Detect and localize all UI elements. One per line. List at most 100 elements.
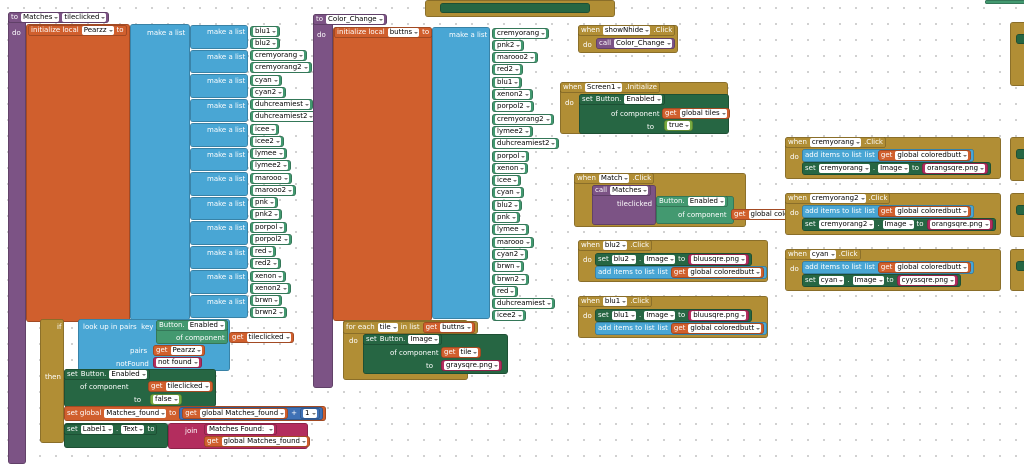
dropdown-field: porpol2 [495, 102, 531, 112]
block-label: to [678, 255, 686, 263]
local-init: initialize local Pearzz to [28, 25, 127, 36]
block-label: list [657, 268, 668, 276]
block-label: list [864, 263, 875, 271]
dropdown-field: Image [644, 255, 676, 264]
dropdown-field: tileclicked [165, 382, 210, 391]
component-item: blu2 [492, 199, 523, 211]
logic-block: false [150, 394, 182, 405]
dropdown-field: red [495, 286, 516, 296]
dropdown-field: not found [156, 358, 199, 367]
setter-block: set cyan. Image to cyyssqre.png [802, 274, 962, 287]
block-label: set [67, 370, 78, 378]
dropdown-field: global coloredbutt [895, 151, 969, 160]
dropdown-field: blu2 [602, 241, 628, 250]
block-label: list [864, 151, 875, 159]
dropdown-field: Matches [610, 186, 649, 195]
block-label: to [426, 362, 434, 370]
block-label: list [657, 324, 668, 332]
component-item: icee2 [492, 310, 526, 322]
make-list-block [190, 172, 248, 196]
dropdown-field: tileclicked [62, 13, 107, 22]
dropdown-field: brwn [495, 262, 522, 272]
text-block: cyyssqre.png [896, 275, 959, 286]
dropdown-field: Color_Change [326, 15, 384, 24]
dropdown-field: cremyorang2 [809, 194, 866, 203]
dropdown-field: buttns [387, 28, 420, 37]
dropdown-field: blu2 [611, 255, 636, 264]
procedure-block [8, 12, 26, 464]
dropdown-field: Image [644, 311, 676, 320]
block-label: make a list [207, 175, 246, 183]
block-label: Button. [379, 335, 406, 343]
block-label: join [185, 427, 198, 435]
dropdown-field: Enabled [109, 370, 147, 379]
dropdown-field: global coloredbutt [895, 207, 969, 216]
block-label: do [790, 153, 799, 161]
component-item: red [492, 285, 519, 297]
block-label: in list [400, 323, 420, 331]
block-label: get [880, 263, 893, 271]
component-item: pnk [250, 197, 278, 208]
block-label: list [864, 207, 875, 215]
block-label: set [805, 220, 816, 228]
dropdown-field: cyan [495, 188, 521, 198]
make-list-block [432, 27, 490, 319]
dropdown-field: orangsqre.png [929, 220, 990, 229]
setter-block: set blu2. Image to bluusqre.png [595, 253, 753, 266]
block-label: make a list [207, 101, 246, 110]
block-label: set [366, 335, 377, 343]
block-label: make a list [207, 199, 246, 208]
dropdown-field: global tiles [679, 109, 727, 118]
dropdown-field: brwn2 [253, 308, 284, 317]
component-item: cyan [492, 187, 524, 199]
dropdown-field: bluusqre.png [691, 311, 747, 320]
component-item: lymee2 [250, 160, 291, 171]
partial-block [1016, 149, 1024, 159]
block: for each tile in list get buttns [343, 321, 478, 334]
block-label: Button. [80, 370, 107, 378]
dropdown-field: xenon2 [495, 90, 530, 99]
component-item: pnk2 [250, 209, 283, 220]
component-item: cyan [250, 74, 282, 86]
dropdown-field: cyan [253, 75, 279, 85]
block-label: .Click [864, 138, 883, 146]
block-label: set [598, 255, 609, 263]
block-label: when [788, 138, 807, 146]
block-label: add items to list [805, 207, 862, 215]
dropdown-field: lymee [253, 149, 284, 158]
setter-block: set cremyorang. Image to orangsqre.png [802, 162, 992, 175]
dropdown-field: showNhide [602, 26, 651, 35]
block-label: do [349, 337, 358, 345]
text-block: not found [153, 357, 202, 368]
block-label: pairs [130, 347, 148, 355]
dropdown-field: orangsqre.png [925, 164, 986, 173]
block-label: set global [67, 409, 102, 417]
logic-block: true [664, 120, 694, 131]
dropdown-field: duhcreamiest [495, 299, 552, 309]
dropdown-field: xenon [253, 271, 284, 281]
set-global-block: set global Matches_found to get global Match… [64, 406, 326, 421]
dropdown-field: xenon [495, 163, 526, 173]
block-label: do [583, 312, 592, 320]
make-list-block [190, 49, 248, 73]
local-init: initialize local buttns to [334, 27, 433, 38]
dropdown-field: global coloredbutt [688, 268, 762, 277]
dropdown-field: icee [495, 176, 519, 186]
component-item: xenon2 [492, 89, 533, 100]
event-header: when Screen1 .Initialize [560, 82, 660, 93]
block-label: set [805, 276, 816, 284]
block-label: get [880, 207, 893, 215]
block-label: .Initialize [625, 83, 657, 91]
dropdown-field: global coloredbutt [688, 324, 762, 333]
block-label: do [583, 41, 592, 49]
block-label: when [788, 250, 807, 258]
block-label: set [805, 164, 816, 172]
dropdown-field: porpol [495, 151, 527, 161]
dropdown-field: pnk [253, 198, 275, 207]
block-label: add items to list [805, 151, 862, 159]
component-item: icee2 [250, 135, 284, 147]
block-label: of component [611, 110, 660, 118]
dropdown-field: cyan [818, 276, 845, 285]
block-label: do [12, 29, 21, 37]
